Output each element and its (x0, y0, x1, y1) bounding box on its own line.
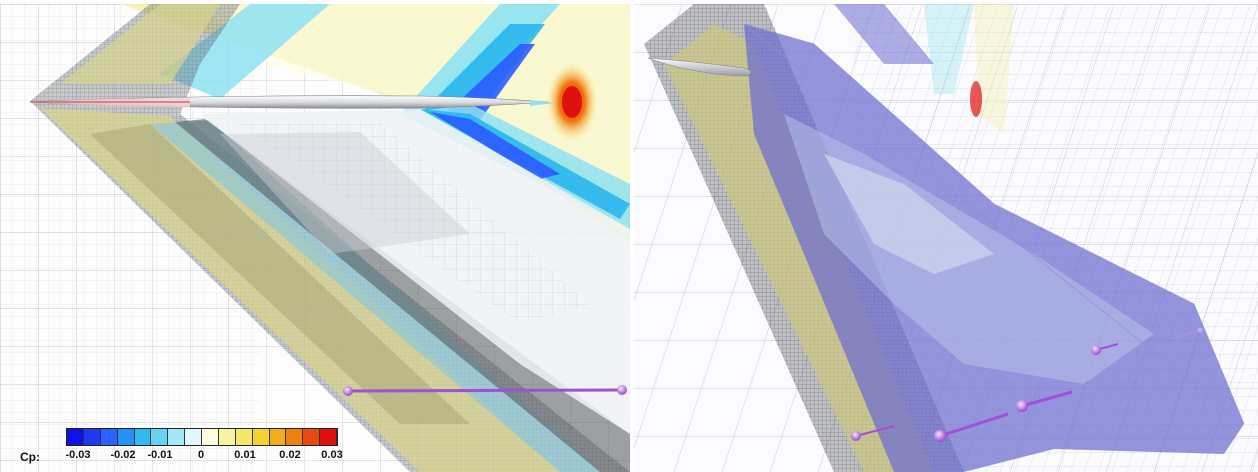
probe-line (347, 388, 623, 393)
legend-tick: 0.02 (279, 449, 301, 461)
legend-tick: -0.02 (110, 449, 136, 461)
fuselage-nose (647, 57, 752, 77)
colorbar-band (168, 429, 186, 445)
probe-line (855, 425, 895, 437)
colorbar-band (83, 429, 101, 445)
colorbar-band (151, 429, 169, 445)
legend-tick: 0.03 (321, 449, 343, 461)
mesh-render (634, 4, 1258, 472)
colorbar (66, 428, 338, 446)
colorbar-band (286, 429, 304, 445)
colorbar-band (218, 429, 236, 445)
probe-point (343, 386, 353, 396)
cp-field-render (0, 4, 630, 472)
probe-point (1197, 327, 1203, 333)
colorbar-band (185, 429, 202, 445)
colorbar-band (134, 429, 152, 445)
probe-point (934, 430, 946, 442)
cp-label: Cp: (20, 450, 40, 464)
legend-tick: 0.01 (234, 449, 256, 461)
colorbar-band (303, 429, 321, 445)
colorbar-band (202, 429, 219, 445)
legend-tick: 0 (197, 449, 205, 461)
colorbar-band (269, 429, 287, 445)
mesh-isosurface-view (634, 4, 1258, 472)
probe-line (939, 412, 1009, 438)
probe-point (851, 431, 861, 441)
colorbar-band (252, 429, 270, 445)
probe-line (1021, 390, 1073, 408)
cp-legend: Cp: -0.03 -0.02 -0.01 0 0.01 0.02 0.03 (0, 422, 350, 470)
legend-tick: -0.01 (147, 449, 173, 461)
colorbar-band (100, 429, 118, 445)
colorbar-band (67, 429, 84, 445)
pressure-cut-view: Cp: -0.03 -0.02 -0.01 0 0.01 0.02 0.03 (0, 4, 630, 472)
colorbar-band (117, 429, 135, 445)
probe-point (617, 385, 627, 395)
colorbar-band (235, 429, 253, 445)
probe-line (1173, 329, 1201, 339)
colorbar-band (320, 429, 337, 445)
probe-point (1091, 345, 1101, 355)
probe-point (1016, 400, 1028, 412)
legend-tick: -0.03 (65, 449, 91, 461)
